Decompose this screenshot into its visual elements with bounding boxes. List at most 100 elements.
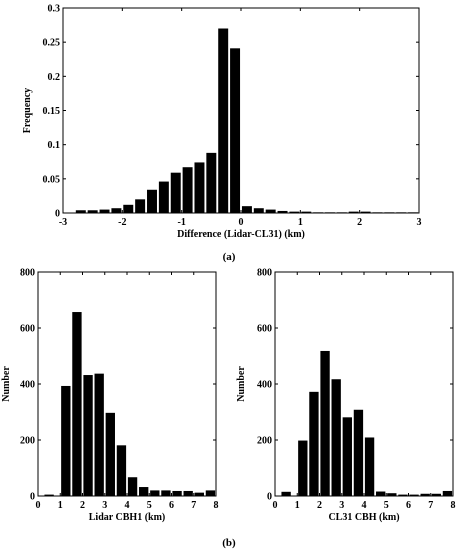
x-tick-label-cl31-7: 7 bbox=[428, 500, 433, 511]
bar-difference-23 bbox=[348, 211, 359, 213]
y-tick-label-cl31-0: 0 bbox=[267, 492, 272, 503]
bar-difference-13 bbox=[230, 48, 241, 213]
bar-lidar-6 bbox=[116, 445, 127, 496]
x-tick-label-difference-4: 1 bbox=[298, 217, 303, 228]
bar-difference-10 bbox=[194, 162, 205, 213]
plot-frame-difference bbox=[62, 7, 420, 214]
y-tick-label-lidar-4: 800 bbox=[20, 268, 35, 279]
bar-difference-15 bbox=[253, 208, 264, 213]
bar-lidar-14 bbox=[205, 490, 216, 496]
bar-cl31-12 bbox=[420, 493, 430, 496]
bar-lidar-13 bbox=[194, 492, 204, 496]
bar-difference-0 bbox=[75, 210, 86, 213]
bar-difference-1 bbox=[87, 210, 98, 213]
x-tick-label-difference-5: 2 bbox=[357, 217, 362, 228]
x-tick-label-lidar-0: 0 bbox=[36, 500, 41, 511]
x-tick-label-cl31-1: 1 bbox=[295, 500, 300, 511]
y-tick-label-lidar-1: 200 bbox=[20, 436, 35, 447]
bar-lidar-9 bbox=[150, 490, 160, 496]
bar-lidar-10 bbox=[161, 490, 171, 496]
bar-cl31-14 bbox=[442, 490, 453, 496]
x-axis-label-difference: Difference (Lidar-CL31) (km) bbox=[177, 229, 305, 240]
bar-difference-12 bbox=[218, 28, 229, 213]
y-tick-label-difference-5: 0.25 bbox=[43, 38, 61, 49]
bar-cl31-5 bbox=[342, 417, 352, 496]
bar-lidar-11 bbox=[172, 490, 182, 496]
y-tick-label-difference-4: 0.2 bbox=[48, 72, 61, 83]
bar-difference-11 bbox=[206, 152, 217, 213]
bar-cl31-13 bbox=[431, 493, 441, 496]
y-axis-label-difference: Frequency bbox=[22, 88, 33, 133]
bar-lidar-8 bbox=[139, 487, 149, 496]
bar-difference-4 bbox=[123, 204, 134, 213]
bar-cl31-3 bbox=[320, 350, 330, 496]
x-tick-label-lidar-1: 1 bbox=[58, 500, 63, 511]
x-tick-label-cl31-4: 4 bbox=[362, 500, 367, 511]
bar-difference-6 bbox=[147, 189, 157, 213]
bar-difference-2 bbox=[99, 209, 110, 213]
bar-cl31-10 bbox=[398, 494, 408, 496]
bar-difference-18 bbox=[289, 211, 300, 213]
bar-cl31-7 bbox=[364, 437, 375, 496]
bar-difference-3 bbox=[111, 208, 122, 213]
x-tick-label-lidar-6: 6 bbox=[169, 500, 174, 511]
x-tick-label-cl31-0: 0 bbox=[273, 500, 278, 511]
bar-lidar-5 bbox=[105, 412, 115, 496]
y-tick-label-lidar-0: 0 bbox=[30, 492, 35, 503]
bar-difference-7 bbox=[158, 181, 169, 213]
x-tick-label-cl31-2: 2 bbox=[317, 500, 322, 511]
x-axis-label-cl31: CL31 CBH (km) bbox=[328, 512, 399, 523]
y-tick-label-difference-6: 0.3 bbox=[48, 4, 61, 15]
chart-lidar: 0 1 2 3 4 5 6 7 8 0 200 400 600 800 Lidar CBH1 (km) Num… bbox=[1, 268, 219, 524]
y-axis-label-lidar: Number bbox=[1, 366, 12, 402]
y-tick-label-lidar-2: 400 bbox=[20, 380, 35, 391]
bar-difference-19 bbox=[301, 211, 312, 213]
panel-label-a: (a) bbox=[223, 251, 236, 263]
bar-cl31-8 bbox=[376, 491, 386, 496]
x-tick-label-difference-3: 0 bbox=[239, 217, 244, 228]
bar-cl31-1 bbox=[298, 440, 308, 496]
bar-lidar-0 bbox=[44, 494, 54, 496]
y-tick-label-lidar-3: 600 bbox=[20, 324, 35, 335]
x-tick-label-difference-0: -3 bbox=[59, 217, 67, 228]
x-tick-label-difference-2: -1 bbox=[177, 217, 185, 228]
y-tick-label-cl31-2: 400 bbox=[257, 380, 272, 391]
bar-difference-14 bbox=[241, 206, 252, 213]
bar-difference-5 bbox=[135, 199, 146, 213]
x-tick-label-cl31-5: 5 bbox=[384, 500, 389, 511]
bar-lidar-1 bbox=[61, 385, 71, 496]
y-tick-label-cl31-4: 800 bbox=[257, 268, 272, 279]
y-tick-label-difference-2: 0.1 bbox=[48, 140, 61, 151]
y-axis-label-cl31: Number bbox=[236, 366, 247, 402]
x-tick-label-cl31-8: 8 bbox=[451, 500, 456, 511]
x-axis-label-lidar: Lidar CBH1 (km) bbox=[89, 512, 166, 523]
panel-label-b: (b) bbox=[222, 537, 236, 549]
charts-layer: -3 -2 -1 0 1 2 3 0 0.05 0.1 0.15 0.2 0.25 0.3 Differen… bbox=[1, 4, 456, 524]
x-tick-label-lidar-3: 3 bbox=[102, 500, 107, 511]
bar-lidar-2 bbox=[72, 312, 82, 496]
x-tick-label-lidar-8: 8 bbox=[214, 500, 219, 511]
y-tick-label-difference-0: 0 bbox=[55, 209, 60, 220]
bar-cl31-4 bbox=[331, 379, 341, 496]
bar-difference-9 bbox=[182, 167, 193, 213]
x-tick-label-cl31-3: 3 bbox=[339, 500, 344, 511]
x-tick-label-difference-1: -2 bbox=[118, 217, 126, 228]
bar-cl31-2 bbox=[309, 391, 319, 496]
x-tick-label-lidar-2: 2 bbox=[80, 500, 85, 511]
bar-lidar-3 bbox=[83, 375, 93, 496]
bar-cl31-9 bbox=[387, 493, 397, 496]
bar-difference-17 bbox=[277, 210, 288, 213]
x-tick-label-lidar-5: 5 bbox=[147, 500, 152, 511]
y-tick-label-cl31-1: 200 bbox=[257, 436, 272, 447]
bar-lidar-12 bbox=[183, 490, 193, 496]
y-tick-label-difference-3: 0.15 bbox=[43, 106, 61, 117]
chart-cl31: 0 1 2 3 4 5 6 7 8 0 200 400 600 800 CL31 CBH (km) Numbe… bbox=[236, 268, 456, 524]
y-tick-label-cl31-3: 600 bbox=[257, 324, 272, 335]
bar-cl31-11 bbox=[409, 494, 419, 496]
x-tick-label-difference-6: 3 bbox=[417, 217, 422, 228]
bar-difference-16 bbox=[265, 209, 276, 213]
x-tick-label-lidar-7: 7 bbox=[191, 500, 196, 511]
bar-difference-24 bbox=[360, 211, 371, 213]
x-tick-label-lidar-4: 4 bbox=[125, 500, 130, 511]
